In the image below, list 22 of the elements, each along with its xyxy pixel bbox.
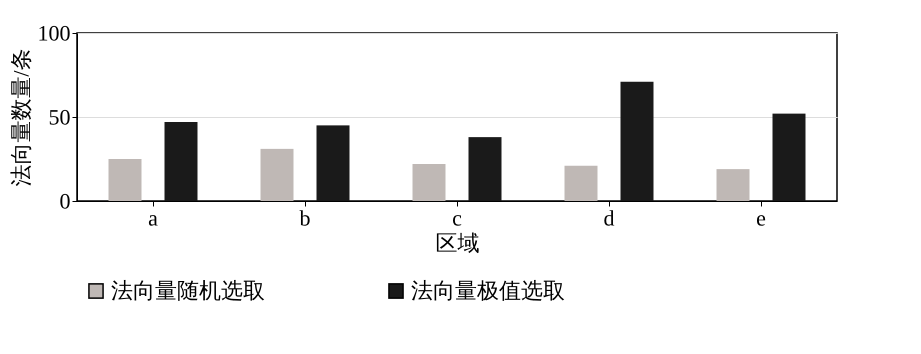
x-axis-title: 区域 [436,230,480,256]
bar [564,166,598,201]
bar [716,169,750,201]
x-tick-label: e [756,206,766,230]
y-tick-label: 0 [60,188,70,214]
y-tick-label: 100 [38,20,70,46]
legend-label: 法向量极值选取 [411,278,565,303]
bar [620,82,654,201]
y-tick-label: 50 [48,104,70,130]
bar [468,137,502,201]
bar [108,159,142,201]
legend-label: 法向量随机选取 [111,278,265,303]
x-tick-label: a [148,206,158,230]
bar [164,122,198,201]
bar [412,164,446,201]
y-axis-title: 法向量数量/条 [8,48,34,187]
x-tick-label: b [300,206,310,230]
bar [316,125,350,201]
bar [772,114,806,201]
bar [260,148,294,201]
x-tick-label: d [604,206,614,230]
x-tick-label: c [452,206,462,230]
